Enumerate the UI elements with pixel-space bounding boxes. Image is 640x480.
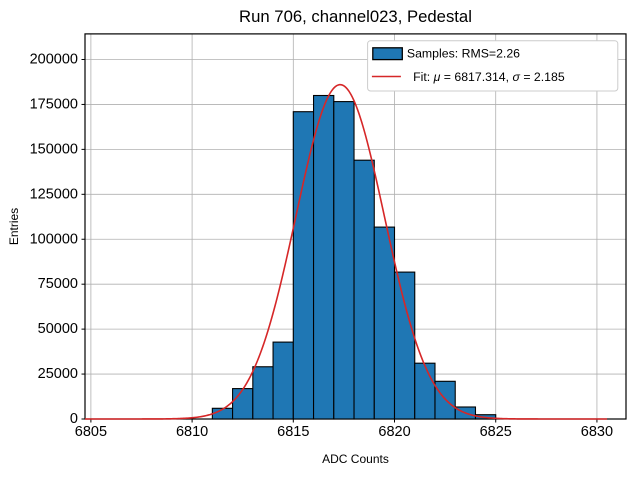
svg-text:6815: 6815 (277, 424, 309, 440)
svg-text:6825: 6825 (480, 424, 512, 440)
svg-text:25000: 25000 (38, 366, 78, 382)
svg-text:175000: 175000 (30, 96, 78, 112)
svg-text:ADC Counts: ADC Counts (322, 452, 389, 466)
svg-text:6830: 6830 (581, 424, 613, 440)
svg-text:0: 0 (70, 411, 78, 427)
svg-text:50000: 50000 (38, 321, 78, 337)
svg-text:Samples: RMS=2.26: Samples: RMS=2.26 (407, 47, 520, 61)
svg-text:125000: 125000 (30, 186, 78, 202)
svg-text:Fit: μ = 6817.314, σ = 2.185: Fit: μ = 6817.314, σ = 2.185 (413, 70, 565, 84)
svg-text:Run 706, channel023, Pedestal: Run 706, channel023, Pedestal (239, 7, 472, 26)
svg-text:75000: 75000 (38, 276, 78, 292)
svg-text:Entries: Entries (7, 208, 21, 245)
svg-text:200000: 200000 (30, 52, 78, 68)
svg-text:150000: 150000 (30, 141, 78, 157)
svg-text:6810: 6810 (176, 424, 208, 440)
svg-text:6820: 6820 (378, 424, 410, 440)
svg-text:100000: 100000 (30, 231, 78, 247)
svg-text:6805: 6805 (75, 424, 107, 440)
